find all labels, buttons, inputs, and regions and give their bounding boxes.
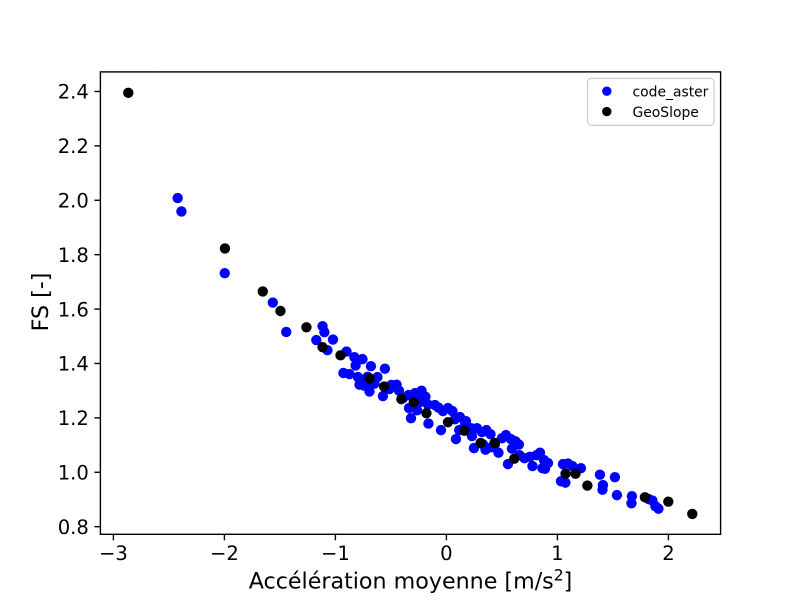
data-point-code_aster <box>350 360 361 371</box>
data-point-code_aster <box>435 424 447 436</box>
y-tick-label: 1.8 <box>58 244 89 267</box>
data-point-code_aster <box>416 385 427 396</box>
data-point-GeoSlope <box>459 425 470 436</box>
data-point-GeoSlope <box>275 305 286 317</box>
y-tick-label: 2.2 <box>58 135 89 158</box>
x-tick-label: 1 <box>551 542 563 565</box>
x-tick-label: −1 <box>321 542 350 565</box>
data-point-code_aster <box>411 405 423 416</box>
data-point-code_aster <box>172 192 183 204</box>
data-point-GeoSlope <box>639 492 651 503</box>
data-point-code_aster <box>349 352 360 363</box>
data-point-code_aster <box>597 484 608 495</box>
data-point-GeoSlope <box>421 408 432 419</box>
data-point-code_aster <box>355 374 367 386</box>
data-point-code_aster <box>485 429 496 440</box>
y-tick-label: 0.8 <box>58 516 89 539</box>
y-tick-label: 1.0 <box>58 461 89 484</box>
legend-marker-code_aster <box>602 86 612 96</box>
data-point-GeoSlope <box>475 437 486 449</box>
legend-label-GeoSlope: GeoSlope <box>633 105 699 121</box>
data-point-GeoSlope <box>582 480 593 491</box>
data-point-code_aster <box>267 297 278 308</box>
data-point-GeoSlope <box>687 508 698 520</box>
data-point-GeoSlope <box>396 393 407 405</box>
data-point-code_aster <box>377 390 389 402</box>
y-axis-label: FS [-] <box>28 273 54 332</box>
x-tick-label: 0 <box>440 542 452 565</box>
data-point-code_aster <box>344 368 355 380</box>
x-axis-label: Accélération moyenne [m/s2] <box>249 567 573 595</box>
data-point-code_aster <box>447 405 458 417</box>
y-tick-label: 2.0 <box>58 189 89 212</box>
y-tick-label: 1.6 <box>58 298 89 321</box>
data-point-code_aster <box>364 386 375 397</box>
data-point-code_aster <box>379 363 391 374</box>
data-point-code_aster <box>493 447 504 458</box>
data-point-GeoSlope <box>489 437 500 449</box>
data-point-code_aster <box>393 385 405 396</box>
data-point-code_aster <box>319 327 330 338</box>
data-point-GeoSlope <box>408 397 419 408</box>
x-tick-label: −3 <box>99 542 128 565</box>
data-point-code_aster <box>539 463 551 474</box>
data-point-code_aster <box>626 498 637 509</box>
data-point-code_aster <box>450 433 462 445</box>
data-point-code_aster <box>594 469 606 480</box>
axes-frame <box>99 71 722 535</box>
data-point-GeoSlope <box>301 322 312 333</box>
data-point-code_aster <box>506 443 518 454</box>
x-tick-label: −2 <box>210 542 239 565</box>
data-point-code_aster <box>466 430 478 442</box>
legend-box <box>586 77 715 127</box>
data-point-code_aster <box>311 334 322 346</box>
y-tick-label: 2.4 <box>58 81 89 104</box>
data-point-code_aster <box>423 418 434 429</box>
x-tick-label: 2 <box>662 542 674 565</box>
data-point-GeoSlope <box>317 341 328 353</box>
data-point-code_aster <box>653 503 664 514</box>
data-point-GeoSlope <box>663 496 674 507</box>
data-point-code_aster <box>527 460 538 472</box>
data-point-code_aster <box>176 206 187 217</box>
data-point-GeoSlope <box>509 453 520 464</box>
data-point-code_aster <box>327 334 339 345</box>
data-point-code_aster <box>357 353 368 365</box>
data-point-GeoSlope <box>123 87 134 99</box>
data-point-GeoSlope <box>364 373 375 384</box>
data-point-GeoSlope <box>378 381 390 392</box>
y-tick-label: 1.2 <box>58 407 89 430</box>
data-point-code_aster <box>365 361 377 372</box>
data-point-GeoSlope <box>219 243 231 254</box>
data-point-GeoSlope <box>442 417 454 428</box>
legend-label-code_aster: code_aster <box>633 84 709 100</box>
data-point-GeoSlope <box>335 350 346 361</box>
data-point-code_aster <box>611 489 623 501</box>
legend-marker-GeoSlope <box>602 106 612 117</box>
data-point-code_aster <box>219 267 230 279</box>
data-point-GeoSlope <box>257 286 268 297</box>
data-point-code_aster <box>609 471 621 483</box>
data-point-code_aster <box>422 399 434 410</box>
y-tick-label: 1.4 <box>58 353 89 376</box>
data-point-code_aster <box>405 412 417 424</box>
data-point-GeoSlope <box>560 468 571 479</box>
data-point-code_aster <box>560 477 571 488</box>
data-point-GeoSlope <box>570 468 581 479</box>
data-point-code_aster <box>281 326 292 338</box>
chart-root: −3 −2 −1 0 1 2 0.8 1.0 1.2 1.4 1.6 1.8 2.0 2.2 2.4 Accé… <box>28 71 722 595</box>
